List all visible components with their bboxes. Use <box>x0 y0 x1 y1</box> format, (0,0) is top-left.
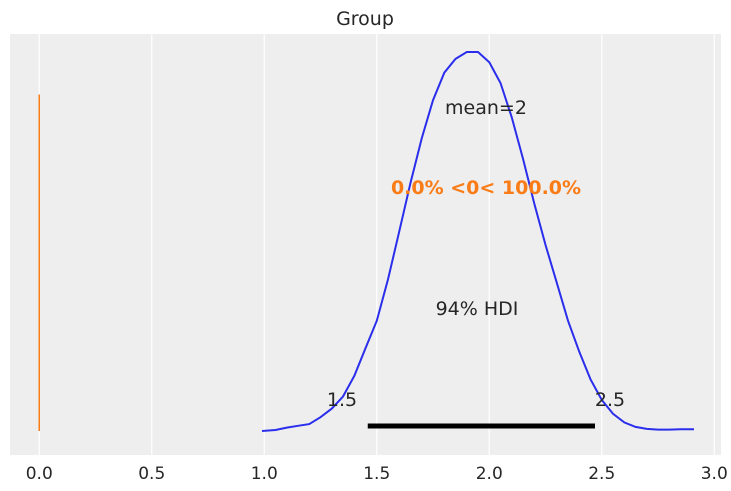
mean-annotation: mean=2 <box>445 97 527 119</box>
x-tick-label: 2.0 <box>476 464 503 484</box>
density-curve <box>261 51 694 432</box>
reference-annotation: 0.0% <0< 100.0% <box>391 177 581 199</box>
x-tick-label: 1.5 <box>363 464 390 484</box>
chart-title: Group <box>336 8 394 30</box>
x-axis-ticks: 0.0 0.5 1.0 1.5 2.0 2.5 3.0 <box>26 464 728 484</box>
hdi-high-label: 2.5 <box>595 389 625 411</box>
x-tick-label: 0.5 <box>138 464 165 484</box>
x-tick-label: 2.5 <box>588 464 615 484</box>
hdi-low-label: 1.5 <box>327 389 357 411</box>
hdi-label: 94% HDI <box>436 298 519 320</box>
x-tick-label: 0.0 <box>26 464 53 484</box>
plot-background <box>10 34 721 455</box>
x-tick-label: 1.0 <box>251 464 278 484</box>
x-tick-label: 3.0 <box>701 464 728 484</box>
